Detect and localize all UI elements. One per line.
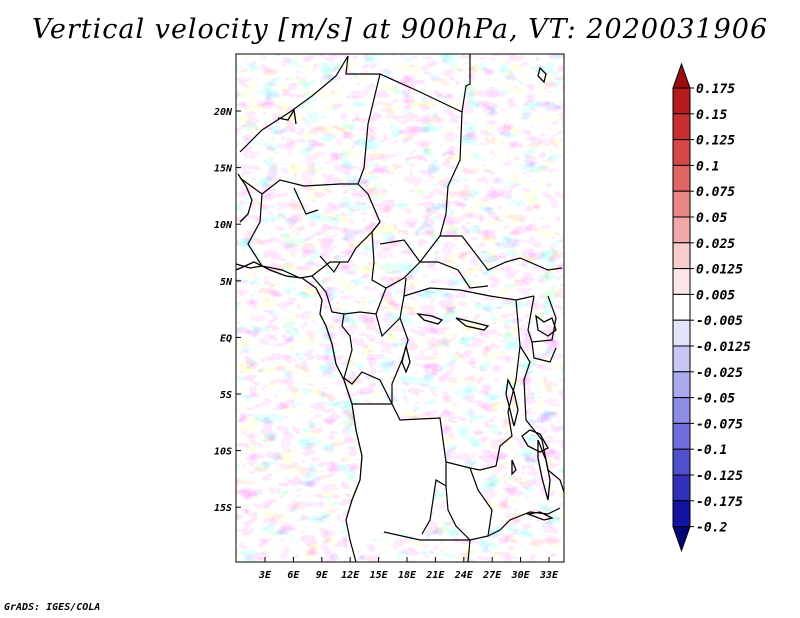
colorbar-label: 0.075	[696, 185, 735, 200]
colorbar-segment	[672, 190, 691, 218]
colorbar-segment	[672, 397, 691, 424]
x-tick-label: 33E	[539, 570, 559, 581]
colorbar-label: -0.025	[696, 366, 743, 381]
colorbar-label: -0.005	[696, 314, 743, 329]
map-frame	[235, 53, 565, 563]
x-tick-label: 24E	[454, 570, 474, 581]
colorbar-segment	[672, 216, 691, 244]
x-tick-label: 12E	[341, 570, 360, 581]
colorbar-label: 0.175	[696, 82, 735, 97]
colorbar-top-arrow	[672, 62, 691, 89]
colorbar-bottom-arrow	[672, 526, 691, 553]
y-tick-label: 10N	[214, 220, 233, 231]
colorbar-label: 0.025	[696, 237, 735, 252]
colorbar-segment	[672, 242, 691, 270]
grads-credit: GrADS: IGES/COLA	[4, 602, 101, 613]
colorbar-segment	[672, 139, 691, 166]
coastlines-and-lakes	[236, 66, 557, 521]
x-tick-label: 3E	[258, 570, 272, 581]
colorbar-segment	[672, 500, 691, 528]
colorbar-label: 0.15	[696, 108, 727, 123]
missing-data-region	[346, 404, 492, 562]
colorbar-label: -0.075	[696, 417, 743, 432]
colorbar-segment	[672, 474, 691, 502]
colorbar-label: -0.05	[696, 392, 735, 407]
y-tick-label: 5N	[220, 277, 233, 288]
colorbar-label: -0.2	[696, 521, 727, 536]
colorbar-segment	[672, 422, 691, 450]
colorbar-segment	[672, 268, 691, 295]
colorbar-label: -0.125	[696, 469, 743, 484]
colorbar-segment	[672, 113, 691, 141]
x-tick-label: 9E	[316, 570, 329, 581]
map-panel	[236, 54, 564, 562]
x-tick-label: 6E	[287, 570, 300, 581]
x-axis: 3E 6E 9E 12E 15E 18E 21E 24E 27E 30E 33E	[258, 557, 559, 581]
colorbar-label: -0.175	[696, 495, 743, 510]
y-tick-label: 5S	[220, 390, 232, 401]
colorbar-label: 0.1	[696, 159, 719, 174]
colorbar-label: -0.1	[696, 443, 727, 458]
colorbar-label: 0.05	[696, 211, 727, 226]
x-tick-label: 18E	[398, 570, 417, 581]
colorbar-segment	[672, 319, 691, 347]
colorbar-label: 0.0125	[696, 263, 743, 278]
y-tick-label: 15N	[214, 164, 233, 175]
colorbar-label: 0.125	[696, 134, 735, 149]
x-tick-label: 30E	[511, 570, 531, 581]
colorbar-segment	[672, 345, 691, 373]
x-tick-label: 21E	[425, 570, 445, 581]
colorbar-label: 0.005	[696, 288, 735, 303]
y-tick-label: 20N	[213, 107, 233, 118]
colorbar-segment	[672, 87, 691, 115]
x-tick-label: 27E	[482, 570, 502, 581]
colorbar-label: -0.0125	[696, 340, 751, 355]
map-title: Vertical velocity [m/s] at 900hPa, VT: 2…	[31, 14, 769, 45]
colorbar-segment	[672, 293, 691, 321]
colorbar-segment	[672, 448, 691, 476]
colorbar: 0.175 0.15 0.125 0.1 0.075 0.05 0.025 0.0125 0.0…	[672, 62, 751, 553]
y-tick-label: EQ	[220, 333, 232, 344]
x-tick-label: 15E	[370, 570, 389, 581]
y-tick-label: 10S	[214, 447, 232, 458]
colorbar-segment	[672, 164, 691, 192]
y-tick-label: 15S	[214, 503, 232, 514]
y-axis: 20N 15N 10N 5N EQ 5S 10S 15S	[213, 107, 241, 514]
colorbar-segment	[672, 371, 691, 399]
